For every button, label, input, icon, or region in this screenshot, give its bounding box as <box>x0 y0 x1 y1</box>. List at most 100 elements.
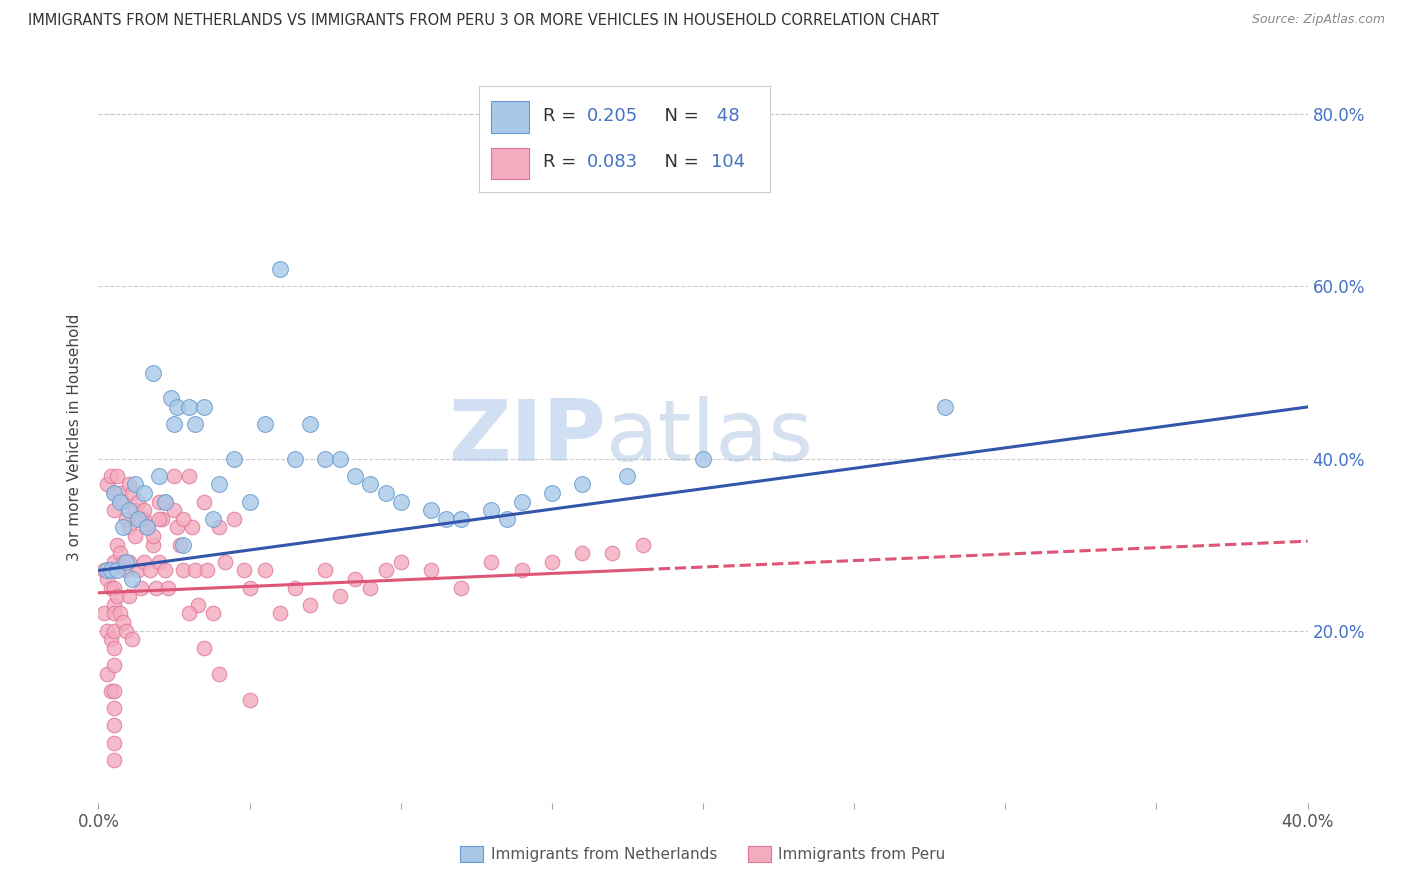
Point <box>114 512 136 526</box>
Point <box>163 503 186 517</box>
Point <box>132 512 155 526</box>
Point <box>389 555 412 569</box>
Point <box>187 598 209 612</box>
Point <box>284 451 307 466</box>
Point <box>100 684 122 698</box>
Point <box>108 486 131 500</box>
Point <box>96 624 118 638</box>
Point <box>344 572 367 586</box>
Point <box>450 512 472 526</box>
Point <box>118 477 141 491</box>
Point <box>179 607 201 621</box>
Point <box>127 512 149 526</box>
Point <box>540 486 562 500</box>
Point <box>118 555 141 569</box>
Point <box>179 400 201 414</box>
Point <box>145 581 167 595</box>
Point <box>124 503 146 517</box>
Point <box>169 538 191 552</box>
Point <box>111 520 134 534</box>
Point <box>148 494 170 508</box>
Point <box>142 366 165 380</box>
Point <box>124 477 146 491</box>
Point <box>103 624 125 638</box>
Point <box>329 589 352 603</box>
Point <box>389 494 412 508</box>
Point <box>105 538 128 552</box>
Point <box>510 564 533 578</box>
Text: IMMIGRANTS FROM NETHERLANDS VS IMMIGRANTS FROM PERU 3 OR MORE VEHICLES IN HOUSEH: IMMIGRANTS FROM NETHERLANDS VS IMMIGRANT… <box>28 13 939 29</box>
Point <box>269 262 291 277</box>
Point <box>195 564 218 578</box>
Point <box>108 494 131 508</box>
Point <box>420 503 443 517</box>
Point <box>181 520 204 534</box>
Point <box>208 520 231 534</box>
Point <box>139 564 162 578</box>
Point <box>172 564 194 578</box>
Point <box>224 451 246 466</box>
Point <box>172 512 194 526</box>
Point <box>193 494 215 508</box>
Point <box>160 392 183 406</box>
Legend: Immigrants from Netherlands, Immigrants from Peru: Immigrants from Netherlands, Immigrants … <box>454 840 952 868</box>
Point <box>284 581 307 595</box>
Point <box>111 615 134 629</box>
Point <box>105 589 128 603</box>
Point <box>253 417 276 432</box>
Point <box>153 494 176 508</box>
Text: Source: ZipAtlas.com: Source: ZipAtlas.com <box>1251 13 1385 27</box>
Point <box>103 658 125 673</box>
Point <box>314 451 336 466</box>
Point <box>172 538 194 552</box>
Point <box>434 512 457 526</box>
Point <box>111 494 134 508</box>
Point <box>118 503 141 517</box>
Point <box>111 555 134 569</box>
Point <box>450 581 472 595</box>
Point <box>96 666 118 681</box>
Y-axis label: 3 or more Vehicles in Household: 3 or more Vehicles in Household <box>67 313 83 561</box>
Point <box>103 735 125 749</box>
Point <box>360 581 382 595</box>
Point <box>239 692 262 706</box>
Point <box>103 640 125 655</box>
Point <box>103 486 125 500</box>
Point <box>105 468 128 483</box>
Point <box>374 564 396 578</box>
Point <box>103 598 125 612</box>
Point <box>934 400 956 414</box>
Point <box>481 503 503 517</box>
Point <box>100 632 122 647</box>
Point <box>571 546 593 560</box>
Point <box>148 512 170 526</box>
Point <box>96 477 118 491</box>
Point <box>314 564 336 578</box>
Point <box>232 564 254 578</box>
Point <box>148 468 170 483</box>
Point <box>118 589 141 603</box>
Point <box>103 607 125 621</box>
Point <box>103 555 125 569</box>
Point <box>179 468 201 483</box>
Point <box>103 701 125 715</box>
Point <box>142 529 165 543</box>
Point <box>93 564 115 578</box>
Point <box>103 753 125 767</box>
Point <box>616 468 638 483</box>
Point <box>360 477 382 491</box>
Point <box>329 451 352 466</box>
Point <box>121 486 143 500</box>
Point <box>114 564 136 578</box>
Point <box>103 503 125 517</box>
Point <box>202 512 225 526</box>
Point <box>103 486 125 500</box>
Point <box>571 477 593 491</box>
Point <box>127 564 149 578</box>
Point <box>253 564 276 578</box>
Point <box>156 581 179 595</box>
Point <box>420 564 443 578</box>
Point <box>299 417 322 432</box>
Point <box>163 468 186 483</box>
Point <box>148 555 170 569</box>
